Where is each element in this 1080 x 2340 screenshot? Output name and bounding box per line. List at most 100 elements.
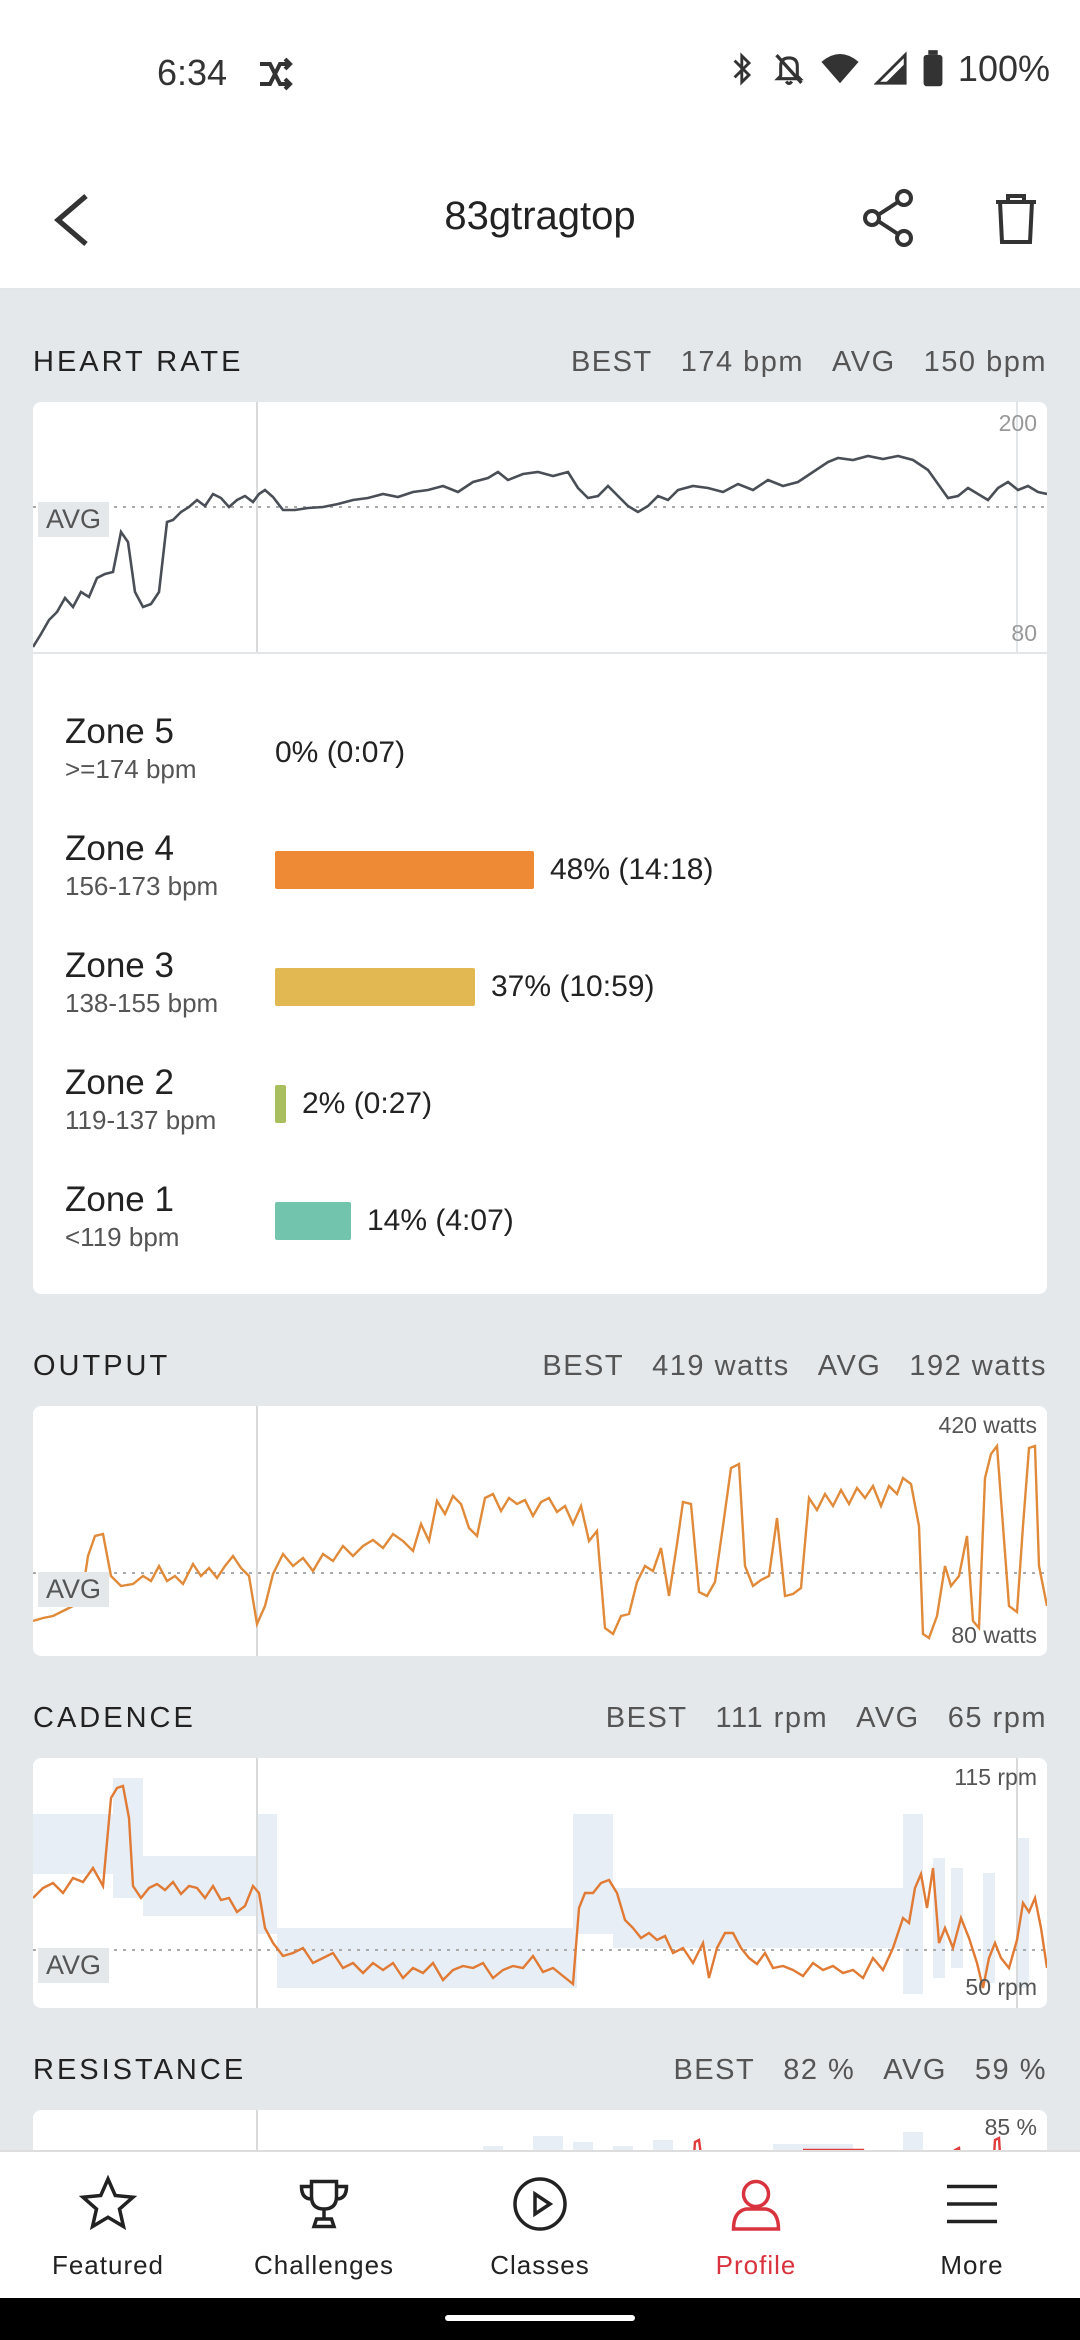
zone-row: Zone 5 >=174 bpm 0% (0:07) (65, 712, 1025, 784)
play-circle-icon (513, 2177, 567, 2231)
cadence-title: CADENCE (33, 1701, 196, 1734)
status-time: 6:34 (157, 52, 228, 93)
app-header: 83gtragtop (0, 150, 1080, 290)
cadence-graph (33, 1758, 1047, 2008)
zone-percent: 37% (10:59) (491, 970, 655, 1003)
zone-percent: 48% (14:18) (550, 853, 714, 886)
output-best-value: 419 watts (652, 1349, 790, 1382)
cadence-stats: BEST 111 rpm AVG 65 rpm (606, 1702, 1047, 1735)
heart-rate-graph (33, 402, 1047, 652)
heart-rate-title: HEART RATE (33, 345, 244, 378)
zone-name: Zone 1 (65, 1180, 174, 1219)
hr-scale-bottom: 80 (1011, 620, 1037, 646)
share-icon[interactable] (862, 188, 916, 248)
zone-name: Zone 4 (65, 829, 174, 868)
output-avg-label: AVG (817, 1349, 882, 1382)
nav-label-challenges: Challenges (253, 2250, 395, 2280)
cadence-best-label: BEST (605, 1701, 688, 1734)
resistance-chart[interactable]: 85 % (33, 2110, 1047, 2150)
heart-rate-header: HEART RATE BEST 174 bpm AVG 150 bpm (33, 342, 1047, 382)
output-graph (33, 1406, 1047, 1656)
zone-name: Zone 5 (65, 712, 174, 751)
zone-bar (275, 1202, 351, 1240)
gesture-bar (0, 2298, 1080, 2340)
heart-rate-stats: BEST 174 bpm AVG 150 bpm (571, 346, 1047, 379)
heart-rate-card: 200 80 AVG Zone 5 >=174 bpm 0% (0:07) Zone … (33, 402, 1047, 1294)
hr-avg-value: 150 bpm (923, 345, 1047, 378)
nav-label-more: More (940, 2250, 1004, 2280)
resistance-graph (256, 2110, 1001, 2150)
nav-featured[interactable]: Featured (0, 2152, 216, 2300)
output-stats: BEST 419 watts AVG 192 watts (542, 1350, 1047, 1383)
hr-best-label: BEST (570, 345, 653, 378)
trash-icon[interactable] (994, 192, 1038, 246)
resistance-header: RESISTANCE BEST 82 % AVG 59 % (33, 2050, 1047, 2090)
zone-range: <119 bpm (65, 1222, 180, 1252)
zone-range: 156-173 bpm (65, 871, 219, 901)
person-icon (731, 2179, 781, 2231)
zone-name: Zone 3 (65, 946, 174, 985)
cadence-chart[interactable]: 115 rpm 50 rpm AVG (33, 1758, 1047, 2008)
nav-challenges[interactable]: Challenges (216, 2152, 432, 2300)
hr-best-value: 174 bpm (680, 345, 805, 378)
cadence-avg-value: 65 rpm (947, 1701, 1047, 1734)
bluetooth-icon (733, 52, 751, 86)
hr-avg-tag: AVG (38, 502, 110, 537)
zone-bar (275, 1085, 286, 1123)
shuffle-icon (260, 57, 293, 91)
workout-detail[interactable]: HEART RATE BEST 174 bpm AVG 150 bpm 200 … (0, 290, 1080, 2150)
zone-row: Zone 3 138-155 bpm 37% (10:59) (65, 946, 1025, 1018)
signal-icon (873, 51, 907, 85)
zone-percent: 2% (0:27) (302, 1087, 433, 1120)
nav-profile[interactable]: Profile (648, 2152, 864, 2300)
cadence-best-value: 111 rpm (715, 1701, 829, 1734)
trophy-icon (299, 2179, 349, 2229)
nav-label-classes: Classes (490, 2250, 590, 2280)
output-scale-top: 420 watts (938, 1412, 1037, 1438)
hr-avg-label: AVG (832, 345, 896, 378)
output-avg-tag: AVG (38, 1572, 110, 1607)
nav-classes[interactable]: Classes (432, 2152, 648, 2300)
status-icons: 100% (728, 48, 1050, 90)
nav-label-profile: Profile (715, 2250, 797, 2280)
bell-off-icon (774, 54, 804, 86)
zone-row: Zone 1 <119 bpm 14% (4:07) (65, 1180, 1025, 1252)
hr-scale-top: 200 (998, 410, 1037, 436)
nav-more[interactable]: More (864, 2152, 1080, 2300)
output-scale-bottom: 80 watts (951, 1622, 1037, 1648)
resistance-scale-top: 85 % (984, 2114, 1037, 2140)
output-best-label: BEST (542, 1349, 625, 1382)
battery-icon (923, 50, 943, 87)
status-bar: 6:34 100% (0, 0, 1080, 150)
cadence-header: CADENCE BEST 111 rpm AVG 65 rpm (33, 1698, 1047, 1738)
resistance-best-value: 82 % (783, 2053, 856, 2086)
zone-bar (275, 851, 534, 889)
cadence-avg-tag: AVG (38, 1948, 110, 1983)
output-header: OUTPUT BEST 419 watts AVG 192 watts (33, 1346, 1047, 1386)
home-indicator[interactable] (445, 2315, 635, 2321)
wifi-icon (821, 54, 859, 84)
resistance-stats: BEST 82 % AVG 59 % (673, 2054, 1047, 2087)
resistance-title: RESISTANCE (33, 2053, 247, 2086)
zone-row: Zone 4 156-173 bpm 48% (14:18) (65, 829, 1025, 901)
page-title: 83gtragtop (444, 194, 636, 238)
menu-icon (947, 2184, 997, 2224)
star-icon (78, 2174, 138, 2231)
zone-percent: 14% (4:07) (367, 1204, 514, 1237)
output-chart[interactable]: 420 watts 80 watts AVG (33, 1406, 1047, 1656)
zone-range: 119-137 bpm (65, 1105, 217, 1135)
back-arrow-icon[interactable] (50, 192, 94, 248)
zone-name: Zone 2 (65, 1063, 174, 1102)
cadence-scale-top: 115 rpm (954, 1764, 1037, 1790)
heart-rate-chart[interactable]: 200 80 AVG (33, 402, 1047, 654)
zone-range: 138-155 bpm (65, 988, 219, 1018)
zone-percent: 0% (0:07) (275, 736, 406, 769)
bottom-nav: Featured Challenges Classes Profile More (0, 2150, 1080, 2300)
output-avg-value: 192 watts (909, 1349, 1047, 1382)
battery-percent: 100% (957, 48, 1050, 89)
cadence-avg-label: AVG (856, 1701, 920, 1734)
zone-range: >=174 bpm (65, 754, 197, 784)
output-title: OUTPUT (33, 1349, 171, 1382)
resistance-avg-label: AVG (883, 2053, 947, 2086)
zone-row: Zone 2 119-137 bpm 2% (0:27) (65, 1063, 1025, 1135)
